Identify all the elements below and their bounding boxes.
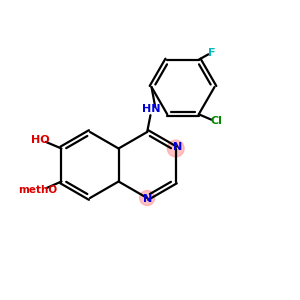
Circle shape (140, 190, 155, 206)
Text: methO: methO (19, 185, 58, 195)
Text: Cl: Cl (211, 116, 223, 126)
Text: N: N (173, 142, 182, 152)
Text: F: F (208, 48, 216, 58)
Text: N: N (143, 194, 152, 204)
Text: HN: HN (142, 103, 161, 114)
Circle shape (167, 140, 184, 157)
Text: HO: HO (31, 135, 50, 146)
